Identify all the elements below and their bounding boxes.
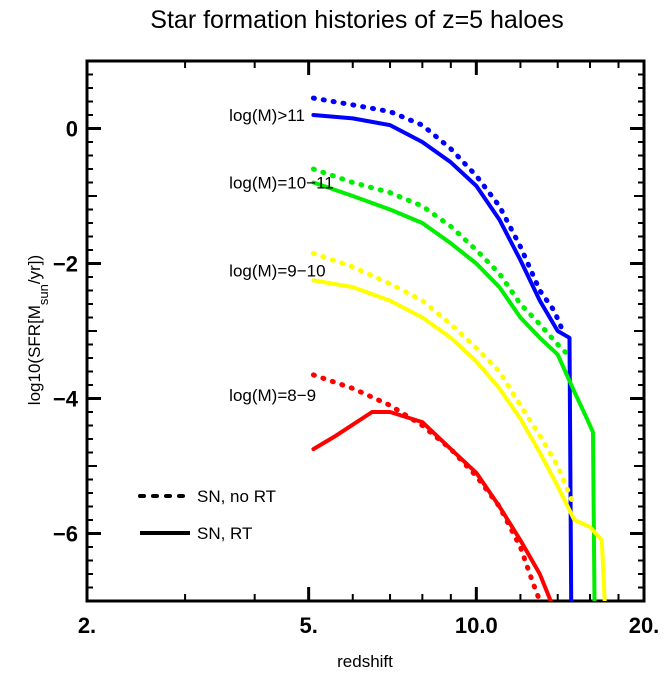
y-axis-label-end: /yr]) <box>25 255 44 284</box>
series-line-solid <box>311 180 597 601</box>
legend-label-solid: SN, RT <box>197 524 252 543</box>
y-tick-label: 0 <box>66 117 78 142</box>
series-lines <box>310 95 607 601</box>
mass-bin-label: log(M)=8−9 <box>229 386 316 405</box>
mass-bin-label: log(M)=9−10 <box>229 261 325 280</box>
y-axis-label-main: log10(SFR[M <box>25 305 44 405</box>
chart-title: Star formation histories of z=5 haloes <box>150 6 563 34</box>
annotations: log(M)>11 log(M)=10−11 log(M)=9−10 log(M)=8… <box>229 106 334 405</box>
y-minor-ticks <box>87 60 644 602</box>
series-line-solid <box>311 113 574 601</box>
y-tick-label: −2 <box>53 252 78 277</box>
series-line-dotted <box>310 372 543 601</box>
series-line-dotted <box>310 95 566 334</box>
plot-area: 2. 5. 10.0 20. 0 −2 −4 −6 log(M)>11 log(M)=10−1… <box>53 59 659 638</box>
y-axis-label: log10(SFR[Msun/yr]) <box>25 255 51 405</box>
mass-bin-label: log(M)>11 <box>229 106 305 125</box>
series-line-dotted <box>310 166 574 361</box>
y-ticks: 0 −2 −4 −6 <box>53 117 644 547</box>
x-ticks: 2. 5. 10.0 20. <box>78 61 659 638</box>
y-tick-label: −4 <box>53 387 79 412</box>
x-axis-label: redshift <box>337 652 393 671</box>
x-minor-ticks <box>184 61 620 601</box>
x-tick-label: 5. <box>299 613 317 638</box>
x-tick-label: 2. <box>78 613 96 638</box>
x-tick-label: 20. <box>629 613 660 638</box>
mass-bin-label: log(M)=10−11 <box>229 174 334 193</box>
y-axis-label-sub: sun <box>36 284 51 305</box>
series-line-dotted <box>310 250 577 509</box>
x-tick-label: 10.0 <box>455 613 498 638</box>
y-tick-label: −6 <box>53 522 78 547</box>
legend: SN, no RT SN, RT <box>138 487 276 543</box>
series-line-solid <box>311 278 607 601</box>
series-line-solid <box>311 410 553 601</box>
legend-label-dotted: SN, no RT <box>197 487 276 506</box>
